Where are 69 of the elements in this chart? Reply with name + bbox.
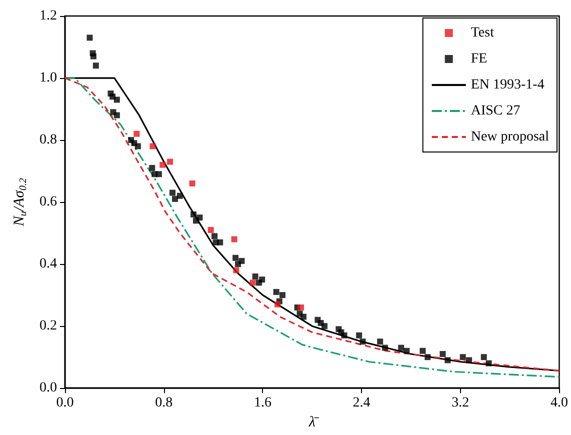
point <box>440 350 446 357</box>
legend-label: AISC 27 <box>470 104 520 118</box>
y-tick-label: 0.6 <box>40 194 57 210</box>
point <box>156 171 162 178</box>
point <box>460 354 466 360</box>
point <box>114 96 120 103</box>
point <box>134 130 140 137</box>
point <box>404 348 410 354</box>
point <box>217 239 224 246</box>
point <box>233 267 240 274</box>
point <box>341 332 348 338</box>
point <box>86 34 93 41</box>
x-axis-title: λ̄ <box>308 414 320 430</box>
point <box>170 190 176 196</box>
point <box>250 280 256 286</box>
point <box>176 192 183 199</box>
point <box>259 276 266 283</box>
point <box>196 214 203 221</box>
point <box>321 323 328 330</box>
point <box>149 164 156 171</box>
point <box>167 158 174 165</box>
point <box>360 338 366 345</box>
x-tick-label: 0.0 <box>56 396 74 411</box>
point <box>274 301 281 308</box>
point <box>444 357 451 364</box>
y-tick-label: 0.2 <box>40 318 57 334</box>
legend-label: EN 1993-1-4 <box>470 78 544 92</box>
point <box>189 180 196 186</box>
point <box>420 348 426 354</box>
point <box>252 273 258 280</box>
y-tick-label: 0.8 <box>40 132 57 148</box>
point <box>90 53 96 60</box>
y-tick-label: 1.0 <box>40 70 57 86</box>
point <box>486 360 492 366</box>
x-tick-label: 1.6 <box>254 396 272 411</box>
point <box>398 344 404 351</box>
point <box>232 254 239 261</box>
point <box>114 112 120 118</box>
point <box>238 258 245 264</box>
point <box>150 143 156 150</box>
x-tick-label: 0.8 <box>155 396 173 411</box>
point <box>231 236 238 242</box>
point <box>377 338 384 345</box>
point <box>134 143 141 150</box>
point <box>300 314 306 320</box>
x-tick-label: 2.4 <box>352 396 370 411</box>
y-axis-title: Nu/Aσ0.2 <box>12 178 30 228</box>
point <box>160 162 166 168</box>
y-tick-label: 1.2 <box>40 8 57 24</box>
x-tick-label: 4.0 <box>550 396 568 411</box>
point <box>190 211 197 218</box>
point <box>424 354 431 360</box>
legend-label: Test <box>470 26 494 40</box>
point <box>212 233 218 240</box>
y-tick-label: 0.4 <box>40 256 57 272</box>
x-tick-label: 3.2 <box>452 396 470 411</box>
point <box>208 226 214 233</box>
point <box>298 304 304 310</box>
point <box>172 196 178 202</box>
point <box>466 357 472 364</box>
y-tick-label: 0.0 <box>40 380 57 396</box>
point <box>356 332 362 338</box>
point <box>273 288 280 295</box>
point <box>480 354 487 360</box>
point <box>279 292 286 298</box>
point <box>382 344 388 351</box>
point <box>92 62 99 69</box>
legend-label: FE <box>470 52 488 66</box>
legend-label: New proposal <box>470 130 550 144</box>
